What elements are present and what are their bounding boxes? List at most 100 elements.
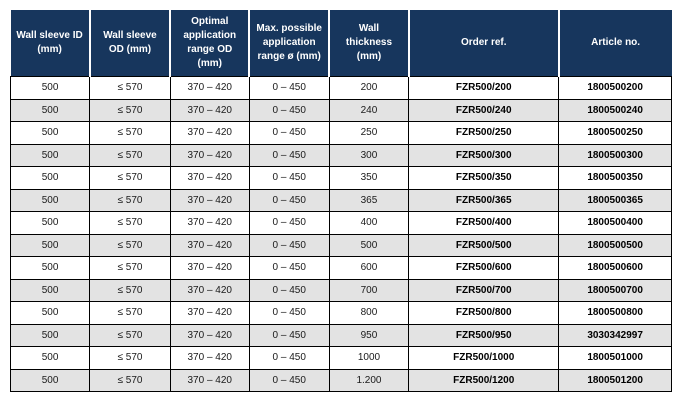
table-row: 500 ≤ 570 370 – 420 0 – 450 1000 FZR500/1000 1… [9, 346, 672, 370]
cell-wall-sleeve-od: ≤ 570 [89, 211, 171, 235]
cell-order-ref: FZR500/950 [408, 323, 560, 347]
table-row: 500 ≤ 570 370 – 420 0 – 450 1.200 FZR500/1200… [9, 368, 672, 392]
table-row: 500 ≤ 570 370 – 420 0 – 450 950 FZR500/950 303… [9, 323, 672, 347]
cell-order-ref: FZR500/240 [408, 98, 560, 122]
cell-order-ref: FZR500/500 [408, 233, 560, 257]
table-header-row: Wall sleeve ID (mm) Wall sleeve OD (mm) Op… [10, 10, 672, 77]
cell-optimal-range-od: 370 – 420 [169, 76, 250, 100]
cell-wall-thickness: 250 [328, 121, 410, 145]
cell-max-range: 0 – 450 [248, 166, 330, 190]
cell-wall-thickness: 200 [328, 76, 410, 100]
cell-wall-thickness: 365 [328, 188, 410, 212]
column-header-optimal-range-od: Optimal application range OD (mm) [169, 10, 250, 77]
cell-optimal-range-od: 370 – 420 [169, 368, 250, 392]
cell-optimal-range-od: 370 – 420 [169, 143, 250, 167]
cell-wall-sleeve-id: 500 [9, 143, 91, 167]
table-row: 500 ≤ 570 370 – 420 0 – 450 400 FZR500/400 180… [9, 211, 672, 235]
table-row: 500 ≤ 570 370 – 420 0 – 450 600 FZR500/600 180… [9, 256, 672, 280]
table-header: Wall sleeve ID (mm) Wall sleeve OD (mm) Op… [10, 10, 672, 77]
cell-optimal-range-od: 370 – 420 [169, 278, 250, 302]
column-header-order-ref: Order ref. [407, 10, 559, 77]
cell-order-ref: FZR500/700 [408, 278, 560, 302]
table-row: 500 ≤ 570 370 – 420 0 – 450 300 FZR500/300 180… [9, 143, 672, 167]
cell-max-range: 0 – 450 [248, 301, 330, 325]
cell-wall-sleeve-od: ≤ 570 [89, 233, 171, 257]
cell-max-range: 0 – 450 [248, 211, 330, 235]
cell-max-range: 0 – 450 [248, 143, 330, 167]
cell-wall-thickness: 600 [328, 256, 410, 280]
cell-article-no: 1800500300 [558, 143, 672, 167]
column-header-wall-thickness: Wall thickness (mm) [328, 10, 409, 77]
table-row: 500 ≤ 570 370 – 420 0 – 450 250 FZR500/250 180… [9, 121, 672, 145]
cell-wall-sleeve-od: ≤ 570 [89, 121, 171, 145]
cell-max-range: 0 – 450 [248, 346, 330, 370]
table-body: 500 ≤ 570 370 – 420 0 – 450 200 FZR500/200 180… [9, 76, 672, 392]
cell-wall-thickness: 1.200 [328, 368, 410, 392]
cell-optimal-range-od: 370 – 420 [169, 211, 250, 235]
cell-order-ref: FZR500/250 [408, 121, 560, 145]
cell-wall-sleeve-id: 500 [9, 76, 91, 100]
cell-optimal-range-od: 370 – 420 [169, 323, 250, 347]
table-row: 500 ≤ 570 370 – 420 0 – 450 800 FZR500/800 180… [9, 301, 672, 325]
cell-wall-sleeve-id: 500 [9, 278, 91, 302]
cell-article-no: 1800501200 [558, 368, 672, 392]
cell-optimal-range-od: 370 – 420 [169, 121, 250, 145]
cell-article-no: 1800500700 [558, 278, 672, 302]
cell-wall-sleeve-id: 500 [9, 346, 91, 370]
cell-wall-sleeve-od: ≤ 570 [89, 256, 171, 280]
cell-article-no: 3030342997 [558, 323, 672, 347]
cell-article-no: 1800500200 [558, 76, 672, 100]
cell-wall-sleeve-od: ≤ 570 [89, 278, 171, 302]
cell-article-no: 1800500250 [558, 121, 672, 145]
cell-max-range: 0 – 450 [248, 233, 330, 257]
cell-article-no: 1800501000 [558, 346, 672, 370]
cell-order-ref: FZR500/400 [408, 211, 560, 235]
cell-optimal-range-od: 370 – 420 [169, 98, 250, 122]
cell-wall-sleeve-id: 500 [9, 323, 91, 347]
cell-order-ref: FZR500/200 [408, 76, 560, 100]
cell-wall-sleeve-od: ≤ 570 [89, 166, 171, 190]
cell-order-ref: FZR500/600 [408, 256, 560, 280]
column-header-article-no: Article no. [557, 10, 672, 77]
cell-order-ref: FZR500/800 [408, 301, 560, 325]
cell-max-range: 0 – 450 [248, 76, 330, 100]
cell-wall-sleeve-od: ≤ 570 [89, 368, 171, 392]
cell-optimal-range-od: 370 – 420 [169, 188, 250, 212]
cell-max-range: 0 – 450 [248, 256, 330, 280]
cell-wall-sleeve-od: ≤ 570 [89, 98, 171, 122]
table-row: 500 ≤ 570 370 – 420 0 – 450 700 FZR500/700 180… [9, 278, 672, 302]
cell-wall-sleeve-id: 500 [9, 211, 91, 235]
cell-wall-thickness: 300 [328, 143, 410, 167]
datasheet-table-page: Wall sleeve ID (mm) Wall sleeve OD (mm) Op… [9, 10, 672, 392]
wall-sleeve-spec-table: Wall sleeve ID (mm) Wall sleeve OD (mm) Op… [9, 10, 672, 392]
cell-max-range: 0 – 450 [248, 121, 330, 145]
column-header-wall-sleeve-od: Wall sleeve OD (mm) [88, 10, 171, 77]
cell-wall-thickness: 400 [328, 211, 410, 235]
cell-article-no: 1800500800 [558, 301, 672, 325]
cell-wall-thickness: 1000 [328, 346, 410, 370]
table-row: 500 ≤ 570 370 – 420 0 – 450 200 FZR500/200 180… [9, 76, 672, 100]
cell-wall-sleeve-id: 500 [9, 368, 91, 392]
cell-wall-sleeve-id: 500 [9, 98, 91, 122]
cell-wall-thickness: 500 [328, 233, 410, 257]
cell-wall-sleeve-od: ≤ 570 [89, 188, 171, 212]
cell-order-ref: FZR500/1200 [408, 368, 560, 392]
cell-wall-thickness: 350 [328, 166, 410, 190]
cell-optimal-range-od: 370 – 420 [169, 166, 250, 190]
table-row: 500 ≤ 570 370 – 420 0 – 450 240 FZR500/240 180… [9, 98, 672, 122]
cell-wall-thickness: 240 [328, 98, 410, 122]
cell-order-ref: FZR500/1000 [408, 346, 560, 370]
cell-wall-sleeve-id: 500 [9, 301, 91, 325]
cell-article-no: 1800500600 [558, 256, 672, 280]
cell-wall-sleeve-od: ≤ 570 [89, 301, 171, 325]
cell-max-range: 0 – 450 [248, 323, 330, 347]
cell-wall-sleeve-id: 500 [9, 121, 91, 145]
cell-order-ref: FZR500/365 [408, 188, 560, 212]
column-header-wall-sleeve-id: Wall sleeve ID (mm) [10, 10, 90, 77]
cell-order-ref: FZR500/350 [408, 166, 560, 190]
cell-optimal-range-od: 370 – 420 [169, 233, 250, 257]
cell-wall-thickness: 700 [328, 278, 410, 302]
cell-max-range: 0 – 450 [248, 188, 330, 212]
cell-max-range: 0 – 450 [248, 98, 330, 122]
cell-article-no: 1800500240 [558, 98, 672, 122]
